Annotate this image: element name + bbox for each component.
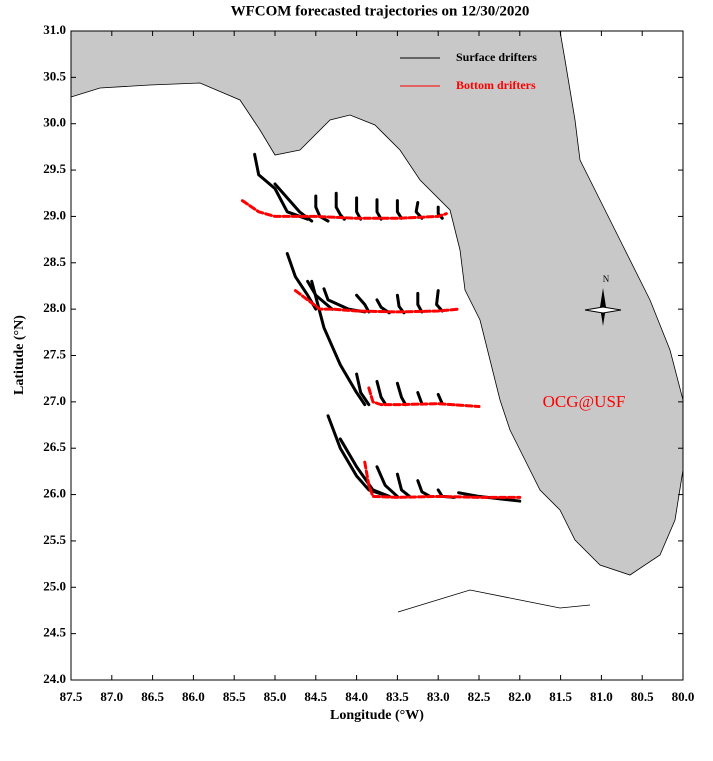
trajectory	[375, 298, 391, 315]
x-tick-label: 87.5	[60, 689, 83, 704]
x-tick-label: 85.0	[264, 689, 287, 704]
x-tick-label: 86.0	[182, 689, 205, 704]
trajectory	[436, 392, 444, 406]
land	[70, 30, 684, 576]
x-tick-label: 85.5	[223, 689, 246, 704]
trajectory	[338, 437, 391, 498]
trajectory	[253, 152, 310, 221]
y-tick-label: 26.0	[43, 486, 66, 501]
trajectory	[363, 460, 522, 499]
x-tick-label: 84.0	[345, 689, 368, 704]
trajectory	[375, 379, 387, 406]
x-tick-label: 87.0	[100, 689, 123, 704]
keys-outline	[397, 589, 591, 613]
y-tick-label: 24.5	[43, 625, 66, 640]
trajectory	[395, 472, 412, 498]
y-tick-label: 24.0	[43, 671, 66, 686]
y-tick-label: 25.0	[43, 578, 66, 593]
x-axis-label: Longitude (°W)	[330, 708, 424, 723]
trajectory	[416, 291, 424, 314]
trajectory	[375, 198, 383, 221]
legend-label: Surface drifters	[456, 50, 537, 64]
y-tick-label: 29.0	[43, 207, 66, 222]
trajectory	[367, 386, 481, 408]
y-tick-label: 28.0	[43, 300, 66, 315]
x-tick-label: 80.0	[672, 689, 695, 704]
compass-label: N	[603, 274, 610, 284]
trajectory	[395, 381, 408, 407]
trajectory	[375, 465, 399, 498]
x-tick-label: 84.5	[304, 689, 327, 704]
chart-title: WFCOM forecasted trajectories on 12/30/2…	[231, 3, 530, 19]
trajectory	[416, 391, 424, 406]
x-tick-label: 83.0	[427, 689, 450, 704]
y-axis-label: Latitude (°N)	[12, 315, 27, 395]
trajectory	[435, 289, 444, 313]
legend-label: Bottom drifters	[456, 78, 536, 92]
y-tick-label: 27.0	[43, 393, 66, 408]
x-tick-label: 80.5	[631, 689, 654, 704]
x-tick-label: 82.5	[468, 689, 491, 704]
compass-needle	[584, 306, 622, 314]
y-tick-label: 29.5	[43, 161, 66, 176]
x-tick-label: 82.0	[508, 689, 531, 704]
compass: N	[584, 274, 622, 326]
keys	[397, 589, 591, 613]
trajectory	[355, 372, 371, 407]
y-tick-label: 28.5	[43, 254, 66, 269]
y-tick-label: 27.5	[43, 346, 66, 361]
trajectory	[355, 196, 363, 221]
x-tick-label: 83.5	[386, 689, 409, 704]
y-tick-label: 26.5	[43, 439, 66, 454]
trajectory	[314, 194, 330, 223]
trajectory	[355, 293, 371, 314]
trajectory	[240, 199, 448, 220]
x-tick-label: 81.0	[590, 689, 613, 704]
trajectory	[293, 289, 461, 314]
y-tick-label: 31.0	[43, 22, 66, 37]
trajectory	[395, 199, 403, 220]
x-tick-label: 86.5	[141, 689, 164, 704]
y-tick-label: 30.5	[43, 68, 66, 83]
trajectory	[416, 479, 432, 498]
y-tick-label: 25.5	[43, 532, 66, 547]
annotation: OCG@USF	[543, 392, 626, 411]
x-tick-label: 81.5	[549, 689, 572, 704]
y-tick-label: 30.0	[43, 115, 66, 130]
trajectory	[310, 279, 367, 407]
